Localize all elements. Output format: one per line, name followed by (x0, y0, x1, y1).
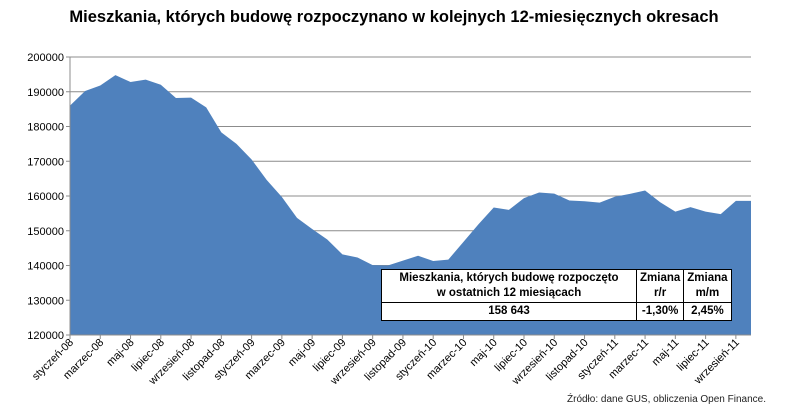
y-tick-label: 170000 (27, 156, 64, 168)
header-yoy-change: Zmiana r/r (635, 269, 685, 303)
y-tick-label: 160000 (27, 191, 64, 203)
y-tick-label: 140000 (27, 261, 64, 273)
y-tick-label: 130000 (27, 295, 64, 307)
header-yoy-line1: Zmiana (640, 272, 681, 284)
y-axis-tick-labels: 120000 130000 140000 150000 160000 170000 1800… (27, 52, 64, 342)
header-mom-line2: m/m (695, 287, 720, 299)
y-tick-label: 190000 (27, 87, 64, 99)
header-dwellings-started-line1: Mieszkania, których budowę rozpoczęto (399, 272, 619, 284)
header-mom-change: Zmiana m/m (683, 269, 732, 303)
value-mom-change: 2,45% (683, 302, 732, 321)
value-dwellings-started: 158 643 (381, 302, 637, 321)
summary-header-row: Mieszkania, których budowę rozpoczęto w … (381, 269, 732, 303)
header-dwellings-started: Mieszkania, których budowę rozpoczęto w … (381, 269, 637, 303)
header-mom-line1: Zmiana (687, 272, 728, 284)
header-yoy-line2: r/r (654, 287, 667, 299)
y-tick-label: 180000 (27, 122, 64, 134)
value-yoy-change: -1,30% (635, 302, 685, 321)
source-note: Źródło: dane GUS, obliczenia Open Financ… (567, 394, 766, 405)
chart-title: Mieszkania, których budowę rozpoczynano … (69, 8, 719, 26)
header-dwellings-started-line2: w ostatnich 12 miesiącach (436, 287, 582, 299)
y-tick-label: 150000 (27, 226, 64, 238)
summary-table: Mieszkania, których budowę rozpoczęto w … (381, 269, 732, 321)
x-axis-tick-labels: styczeń-08marzec-08maj-08lipiec-08wrzesi… (30, 335, 742, 388)
y-tick-label: 200000 (27, 52, 64, 64)
y-tick-label: 120000 (27, 330, 64, 342)
summary-value-row: 158 643 -1,30% 2,45% (381, 302, 732, 321)
axes (69, 57, 751, 336)
